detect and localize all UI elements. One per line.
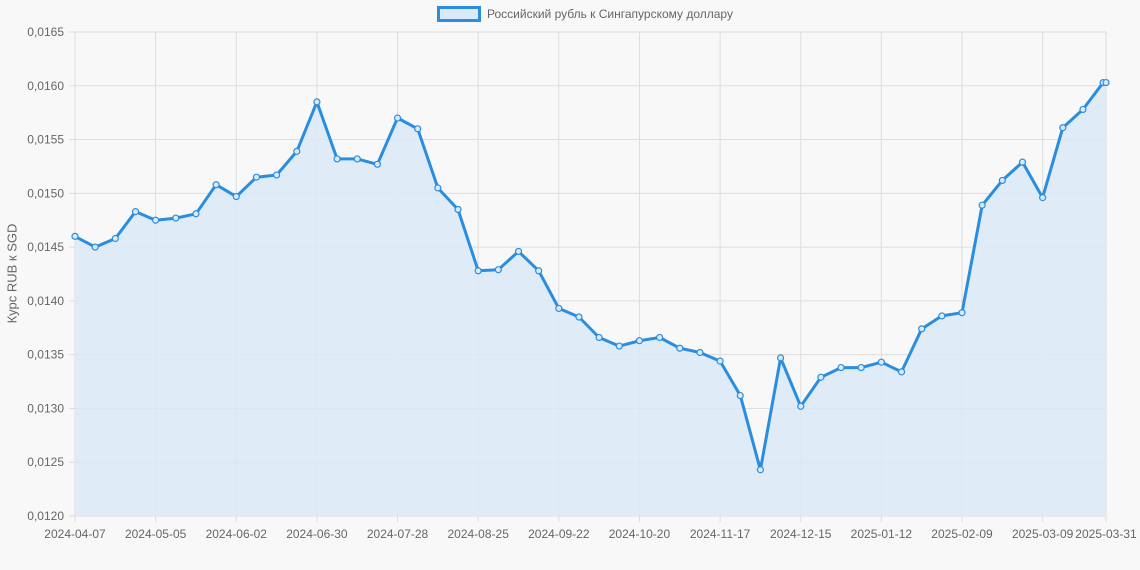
data-point[interactable] [656,333,664,342]
x-tick-label: 2024-07-28 [367,527,429,541]
data-point[interactable] [696,348,704,357]
data-point[interactable] [1018,158,1027,166]
data-point[interactable] [71,232,79,240]
data-point[interactable] [817,373,825,381]
data-point[interactable] [716,357,724,365]
y-tick-label: 0,0130 [27,401,64,415]
data-point[interactable] [172,214,180,222]
y-tick-label: 0,0155 [27,133,64,147]
data-point[interactable] [736,391,744,400]
x-tick-label: 2025-01-12 [851,527,913,541]
x-tick-label: 2024-08-25 [447,527,509,541]
data-point[interactable] [978,201,986,209]
data-point[interactable] [1039,194,1047,202]
data-point[interactable] [615,342,623,350]
data-point[interactable] [293,147,301,155]
data-point[interactable] [1059,124,1067,132]
data-point[interactable] [676,344,684,352]
data-point[interactable] [877,358,885,366]
data-point[interactable] [837,363,845,372]
y-tick-label: 0,0135 [27,348,64,362]
data-point[interactable] [595,333,603,342]
data-point[interactable] [998,176,1006,185]
x-tick-label: 2025-03-09 [1012,527,1074,541]
series-points [71,78,1110,474]
x-tick-label: 2024-06-02 [206,527,268,541]
data-point[interactable] [192,210,200,218]
x-tick-label: 2025-03-31 [1075,527,1137,541]
data-point[interactable] [353,155,361,163]
data-point[interactable] [131,208,140,216]
y-tick-label: 0,0145 [27,240,64,254]
data-point[interactable] [434,184,442,192]
data-point[interactable] [1079,105,1087,114]
data-point[interactable] [857,363,865,372]
x-tick-label: 2024-05-05 [125,527,187,541]
data-point[interactable] [272,171,281,179]
legend-swatch-icon [437,6,482,22]
data-point[interactable] [252,173,261,181]
x-tick-label: 2024-12-15 [770,527,832,541]
y-tick-label: 0,0160 [27,79,64,93]
y-tick-label: 0,0140 [27,294,64,308]
legend-item[interactable]: Российский рубль к Сингапурскому доллару [437,6,733,22]
x-tick-label: 2024-09-22 [528,527,590,541]
data-point[interactable] [373,160,381,168]
data-point[interactable] [212,181,220,189]
y-tick-label: 0,0125 [27,455,64,469]
data-point[interactable] [91,243,99,251]
x-tick-label: 2024-11-17 [690,527,751,541]
data-point[interactable] [958,309,966,317]
data-point[interactable] [514,247,523,256]
data-point[interactable] [333,155,341,163]
data-point[interactable] [756,466,765,474]
data-point[interactable] [393,114,402,122]
data-point[interactable] [776,354,785,362]
x-tick-label: 2024-06-30 [286,527,348,541]
data-point[interactable] [111,234,119,243]
data-point[interactable] [313,98,321,106]
x-axis-ticks: 2024-04-07 2024-05-05 2024-06-02 2024-06-30… [44,527,1137,541]
data-point[interactable] [918,325,926,333]
data-point[interactable] [232,192,240,201]
data-point[interactable] [897,368,906,376]
data-point[interactable] [454,205,462,214]
data-point[interactable] [1102,78,1110,87]
x-tick-label: 2025-02-09 [931,527,993,541]
y-tick-label: 0,0120 [27,509,64,523]
legend-label: Российский рубль к Сингапурскому доллару [487,7,733,21]
data-point[interactable] [797,402,805,410]
data-point[interactable] [635,337,644,345]
y-axis-ticks: 0,0120 0,0125 0,0130 0,0135 0,0140 0,0145 0,01… [27,25,64,523]
data-point[interactable] [535,267,543,275]
data-point[interactable] [474,267,482,275]
data-point[interactable] [414,125,422,133]
data-point[interactable] [575,313,583,321]
series-area-fill [75,82,1106,516]
y-tick-label: 0,0150 [27,186,64,200]
chart-legend: Российский рубль к Сингапурскому доллару [0,6,1140,25]
x-tick-label: 2024-04-07 [44,527,106,541]
data-point[interactable] [938,312,946,320]
data-point[interactable] [555,304,563,313]
data-point[interactable] [152,216,160,224]
x-tick-label: 2024-10-20 [609,527,671,541]
y-tick-label: 0,0165 [27,25,64,39]
data-point[interactable] [494,266,502,274]
